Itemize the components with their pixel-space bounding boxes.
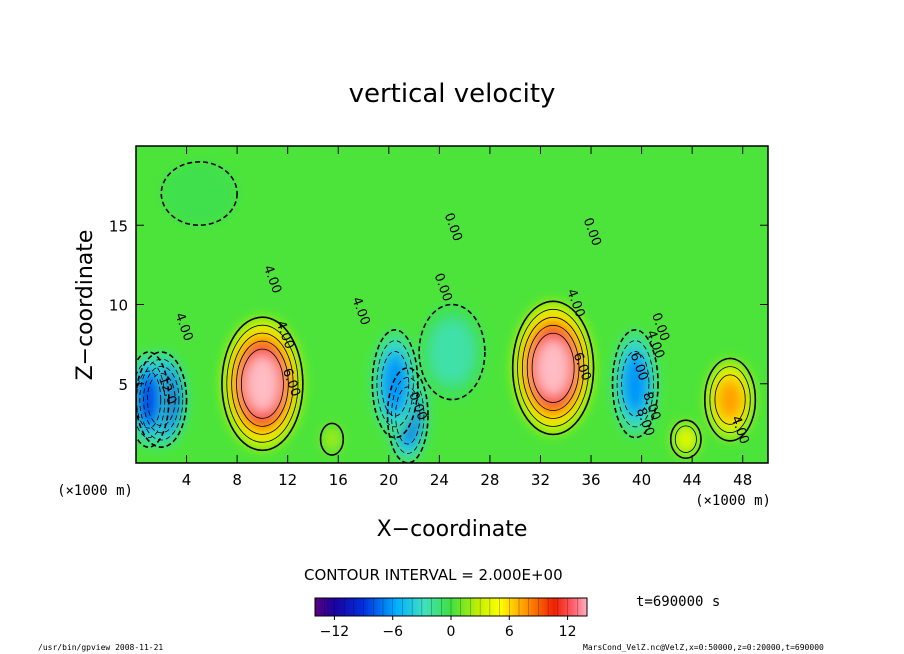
- footer-right: MarsCond_VelZ.nc@VelZ,x=0:50000,z=0:2000…: [583, 643, 824, 652]
- heatmap-cell-6: [512, 301, 594, 435]
- contour-line: [714, 374, 746, 425]
- contour-line: [136, 351, 188, 448]
- z-unit-label: (×1000 m): [57, 483, 133, 499]
- contour-line: [511, 300, 595, 436]
- x-tick-label: 4: [182, 471, 192, 489]
- y-tick-label: 15: [109, 217, 128, 235]
- x-tick-label: 44: [683, 471, 702, 489]
- colorbar-tick-label: −12: [320, 624, 350, 640]
- contour-line: [669, 419, 702, 460]
- heatmap-field: [136, 146, 768, 463]
- contour-line: [521, 316, 585, 419]
- contour-line: [703, 357, 757, 442]
- colorbar-tick-label: −6: [382, 624, 403, 640]
- heatmap-cell-1: [136, 352, 169, 448]
- contour-line: [371, 329, 419, 439]
- contour-line: [611, 329, 659, 439]
- contour-interval-text: CONTOUR INTERVAL = 2.000E+00: [304, 566, 563, 584]
- contour-line: [709, 366, 751, 433]
- contour-line: [319, 422, 345, 456]
- y-axis-label: Z−coordinate: [73, 230, 98, 381]
- time-label: t=690000 s: [636, 594, 721, 610]
- x-tick-label: 36: [581, 471, 600, 489]
- contour-line: [376, 340, 414, 428]
- y-tick-label: 10: [109, 297, 128, 315]
- contour-line: [240, 348, 284, 419]
- x-tick-label: 40: [632, 471, 651, 489]
- contour-line: [226, 324, 299, 443]
- x-tick-label: 28: [480, 471, 499, 489]
- contour-line: [136, 351, 170, 448]
- contour-line: [160, 161, 238, 227]
- contour-line: [391, 377, 425, 454]
- y-tick-label: 5: [118, 376, 128, 394]
- heatmap-cell-10: [320, 423, 344, 456]
- x-tick-label: 8: [232, 471, 242, 489]
- x-tick-label: 16: [329, 471, 348, 489]
- contour-line: [139, 358, 184, 441]
- contour-line: [143, 365, 180, 434]
- contour-line: [146, 373, 176, 427]
- heatmap-cell-2: [221, 317, 303, 451]
- heatmap-cell-5: [419, 304, 485, 400]
- x-tick-label: 20: [379, 471, 398, 489]
- contour-line: [395, 386, 421, 445]
- colorbar-tick-label: 6: [505, 624, 514, 640]
- contour-line: [517, 308, 590, 427]
- contour-line: [418, 303, 486, 401]
- x-tick-label: 32: [531, 471, 550, 489]
- chart-title: vertical velocity: [349, 79, 556, 109]
- contour-line: [386, 367, 429, 463]
- contour-line: [136, 361, 166, 439]
- contour-line: [236, 340, 289, 427]
- heatmap-cell-11: [161, 161, 238, 226]
- colorbar-tick-label: 12: [559, 624, 577, 640]
- contour-line: [674, 425, 697, 453]
- contour-line: [526, 324, 580, 411]
- x-tick-label: 48: [733, 471, 752, 489]
- x-axis-label: X−coordinate: [377, 517, 528, 542]
- contour-line: [531, 332, 575, 403]
- x-tick-label: 12: [278, 471, 297, 489]
- contour-line: [621, 351, 650, 417]
- contour-line: [381, 351, 410, 417]
- colorbar-tick-label: 0: [447, 624, 456, 640]
- x-unit-label: (×1000 m): [695, 493, 771, 509]
- x-tick-label: 24: [430, 471, 449, 489]
- contour-line: [231, 332, 294, 435]
- contour-line: [221, 316, 304, 452]
- contour-line: [616, 340, 654, 428]
- heatmap-cell-8: [704, 358, 756, 441]
- footer-left: /usr/bin/gpview 2008-11-21: [38, 643, 164, 652]
